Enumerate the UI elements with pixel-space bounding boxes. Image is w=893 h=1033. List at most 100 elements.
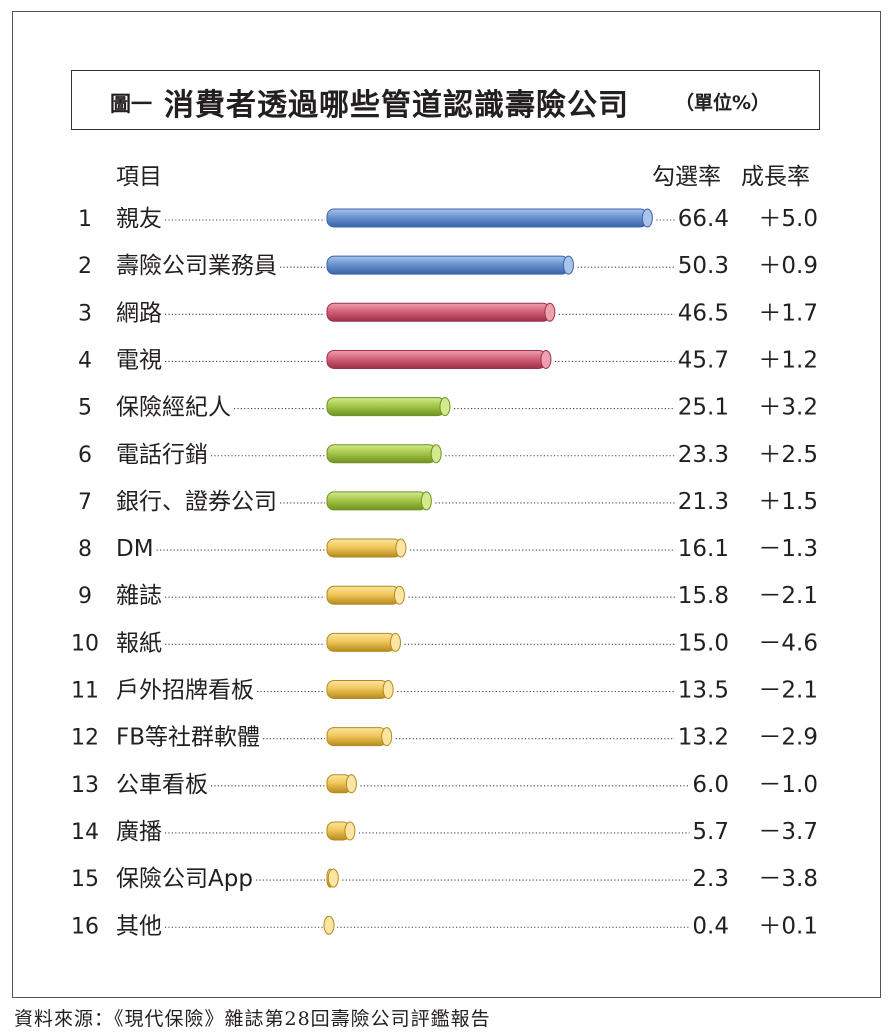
unit-label: （單位%） (675, 92, 771, 114)
bar (326, 302, 551, 322)
rank-number: 15 (71, 867, 99, 892)
bar-cap (430, 444, 442, 464)
growth-label: ＋1.2 (758, 347, 818, 373)
title-box (71, 70, 820, 130)
bar-cap (327, 868, 339, 888)
rank-number: 5 (78, 396, 92, 421)
rank-number: 10 (71, 631, 99, 656)
bar-cap (395, 538, 407, 558)
row-label: 報紙 (116, 630, 162, 656)
bar-cap (544, 302, 556, 322)
header-item: 項目 (116, 164, 162, 190)
row-label: 戶外招牌看板 (116, 678, 254, 704)
growth-label: ＋3.2 (758, 395, 818, 421)
bar (326, 727, 388, 747)
rank-number: 14 (71, 820, 99, 845)
value-label: 6.0 (692, 772, 729, 798)
row-label: 壽險公司業務員 (116, 253, 277, 279)
growth-label: －2.9 (758, 725, 818, 751)
bar-cap (439, 397, 451, 417)
row-label: 其他 (116, 913, 162, 939)
bar-cap (323, 915, 335, 935)
header-rate: 勾選率 (652, 164, 721, 190)
rank-number: 12 (71, 726, 99, 751)
growth-label: －3.7 (758, 819, 818, 845)
growth-label: －2.1 (758, 678, 818, 704)
bar-cap (381, 727, 393, 747)
bar-cap (562, 255, 574, 275)
figure-number: 圖一 (110, 92, 152, 116)
bar (326, 680, 389, 699)
growth-label: ＋1.7 (758, 300, 818, 326)
value-label: 66.4 (678, 206, 729, 232)
bar (326, 255, 569, 275)
row-label: 親友 (116, 206, 162, 232)
value-label: 15.0 (678, 630, 729, 656)
value-label: 13.5 (678, 678, 729, 704)
value-label: 21.3 (678, 489, 729, 515)
header-growth: 成長率 (741, 164, 810, 190)
value-label: 13.2 (678, 725, 729, 751)
value-label: 23.3 (678, 442, 729, 468)
growth-label: －4.6 (758, 630, 818, 656)
bar (326, 491, 427, 511)
rank-number: 3 (78, 301, 92, 326)
chart-frame (12, 11, 881, 998)
rank-number: 16 (71, 914, 99, 939)
value-label: 15.8 (678, 583, 729, 609)
row-label: 保險公司App (116, 866, 253, 892)
chart-title: 消費者透過哪些管道認識壽險公司 (164, 88, 629, 123)
bar (326, 538, 402, 558)
bar-cap (390, 632, 401, 652)
row-label: 電話行銷 (116, 442, 208, 468)
growth-label: ＋0.1 (758, 913, 818, 939)
growth-label: －2.1 (758, 583, 818, 609)
value-label: 0.4 (692, 913, 729, 939)
value-label: 50.3 (678, 253, 729, 279)
bar-cap (420, 491, 432, 511)
growth-label: －3.8 (758, 866, 818, 892)
bar-cap (345, 774, 357, 794)
rank-number: 6 (78, 443, 92, 468)
bar-chart: 1 親友 66.4 ＋5.02 壽險公司業務員 50.3 ＋0.93 網路 46.5 ＋1.74 電… (71, 206, 818, 939)
rank-number: 4 (78, 348, 92, 373)
growth-label: －1.0 (758, 772, 818, 798)
row-label: 電視 (116, 347, 162, 373)
growth-label: ＋0.9 (758, 253, 818, 279)
rank-number: 9 (78, 584, 92, 609)
source-note: 資料來源：《現代保險》雜誌第28回壽險公司評鑑報告 (14, 1008, 491, 1030)
growth-label: ＋5.0 (758, 206, 818, 232)
bar (326, 397, 446, 417)
rank-number: 1 (78, 207, 92, 232)
rank-number: 11 (71, 679, 99, 704)
row-label: 雜誌 (116, 583, 162, 609)
row-label: 網路 (116, 300, 162, 326)
bar (326, 444, 437, 464)
rank-number: 13 (71, 773, 99, 798)
bar (326, 349, 547, 369)
bar-cap (393, 585, 405, 605)
rank-number: 8 (78, 537, 92, 562)
value-label: 25.1 (678, 395, 729, 421)
value-label: 5.7 (692, 819, 729, 845)
rank-number: 2 (78, 254, 92, 279)
value-label: 16.1 (678, 536, 729, 562)
bar-cap (540, 349, 552, 369)
growth-label: ＋1.5 (758, 489, 818, 515)
bar-cap (344, 821, 356, 841)
row-label: 廣播 (116, 819, 162, 845)
value-label: 2.3 (692, 866, 729, 892)
bar-cap (641, 208, 653, 228)
growth-label: ＋2.5 (758, 442, 818, 468)
bar-cap (382, 680, 394, 699)
row-label: DM (116, 536, 154, 562)
growth-label: －1.3 (758, 536, 818, 562)
row-label: 保險經紀人 (116, 395, 231, 421)
row-label: 銀行、證券公司 (116, 489, 277, 515)
row-label: 公車看板 (116, 772, 208, 798)
row-label: FB等社群軟體 (116, 725, 260, 751)
bar (326, 632, 396, 652)
bar (326, 585, 400, 605)
value-label: 45.7 (678, 347, 729, 373)
rank-number: 7 (78, 490, 92, 515)
